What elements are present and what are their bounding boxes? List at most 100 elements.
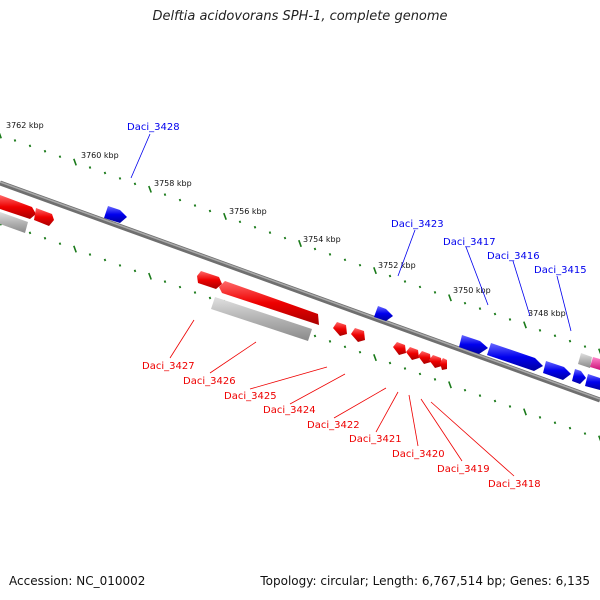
minor-tick [163, 280, 167, 284]
scale-label: 3750 kbp [453, 286, 491, 295]
map-title: Delftia acidovorans SPH-1, complete geno… [152, 9, 448, 24]
minor-tick [283, 236, 287, 240]
gene-label-daci-3419: Daci_3419 [437, 464, 490, 475]
major-tick [523, 321, 527, 329]
minor-tick [313, 247, 317, 251]
scale-label: 3748 kbp [528, 309, 566, 318]
reverse-gene-feature [34, 208, 54, 226]
gene-label-daci-3427: Daci_3427 [142, 361, 195, 372]
minor-tick [103, 171, 107, 175]
major-tick [598, 348, 600, 355]
forward-gene-callouts: Daci_3428 Daci_3423 Daci_3417 Daci_3416 … [127, 122, 587, 332]
minor-tick [568, 339, 572, 343]
minor-tick [133, 269, 137, 273]
minor-tick [553, 421, 557, 425]
reverse-gene-feature [333, 322, 347, 336]
reverse-strand-features [0, 195, 447, 370]
major-tick [373, 354, 377, 362]
gene-label-daci-3426: Daci_3426 [183, 376, 236, 387]
minor-tick [268, 231, 272, 235]
reverse-gene-feature [0, 195, 36, 219]
minor-tick [463, 301, 467, 305]
minor-tick [568, 426, 572, 430]
major-tick [148, 272, 152, 280]
scale-label: 3752 kbp [378, 261, 416, 270]
minor-tick [58, 155, 62, 159]
gene-label-daci-3428: Daci_3428 [127, 122, 180, 133]
minor-tick [478, 307, 482, 311]
gene-label-daci-3416: Daci_3416 [487, 251, 540, 262]
scale-label: 3758 kbp [154, 179, 192, 188]
minor-tick [583, 345, 587, 348]
major-tick [73, 245, 77, 253]
gene-label-daci-3418: Daci_3418 [488, 479, 541, 490]
minor-tick [358, 350, 362, 354]
minor-tick [238, 220, 242, 224]
minor-tick [13, 139, 17, 142]
minor-tick [193, 204, 197, 207]
major-tick [448, 381, 452, 389]
gene-label-daci-3421: Daci_3421 [349, 434, 402, 445]
scale-label: 3762 kbp [6, 121, 44, 130]
forward-gene-feature [572, 369, 586, 384]
forward-gene-feature [374, 306, 393, 321]
forward-gene-feature [459, 335, 488, 354]
minor-tick [358, 263, 362, 267]
minor-tick [88, 166, 92, 169]
minor-tick [58, 242, 62, 246]
reverse-gene-feature [351, 328, 365, 342]
major-tick [0, 132, 2, 139]
minor-tick [103, 258, 107, 262]
minor-tick [583, 432, 587, 435]
minor-tick [478, 394, 482, 398]
forward-gene-feature [543, 361, 571, 380]
pseudogene-feature [211, 297, 312, 341]
pseudogene-features [0, 212, 592, 368]
major-tick [148, 185, 152, 193]
minor-tick [28, 231, 32, 235]
major-tick [73, 158, 77, 166]
major-tick [448, 294, 452, 302]
minor-tick [88, 253, 92, 256]
gene-label-daci-3425: Daci_3425 [224, 391, 277, 402]
minor-tick [118, 177, 122, 180]
minor-tick [553, 334, 557, 338]
minor-tick [508, 405, 512, 408]
minor-tick [328, 339, 332, 343]
other-feature [590, 357, 600, 370]
minor-tick [433, 290, 437, 294]
gene-label-daci-3417: Daci_3417 [443, 237, 496, 248]
minor-tick [178, 198, 182, 202]
pseudogene-feature [0, 212, 28, 233]
minor-tick [538, 415, 542, 419]
scale-label: 3756 kbp [229, 207, 267, 216]
major-tick [298, 239, 302, 248]
minor-tick [388, 361, 392, 365]
gene-label-daci-3422: Daci_3422 [307, 420, 360, 431]
minor-tick [208, 296, 212, 300]
minor-tick [193, 291, 197, 294]
genome-backbone [0, 180, 600, 403]
scale-label: 3760 kbp [81, 151, 119, 160]
minor-tick [388, 274, 392, 278]
forward-gene-feature [104, 206, 127, 223]
minor-tick [253, 225, 257, 229]
forward-gene-feature [585, 374, 600, 390]
reverse-gene-feature [406, 347, 419, 360]
reverse-gene-feature [429, 355, 442, 368]
minor-tick [208, 209, 212, 213]
minor-tick [493, 399, 497, 403]
scale-label: 3754 kbp [303, 235, 341, 244]
minor-tick [178, 285, 182, 289]
minor-tick [508, 318, 512, 321]
minor-tick [493, 312, 497, 316]
reverse-gene-feature [440, 358, 447, 370]
gene-label-daci-3420: Daci_3420 [392, 449, 445, 460]
gene-label-daci-3423: Daci_3423 [391, 219, 444, 230]
major-tick [223, 212, 227, 220]
minor-tick [403, 367, 407, 370]
major-tick [598, 435, 600, 442]
minor-tick [43, 149, 47, 153]
outer-tick-track [0, 132, 600, 355]
